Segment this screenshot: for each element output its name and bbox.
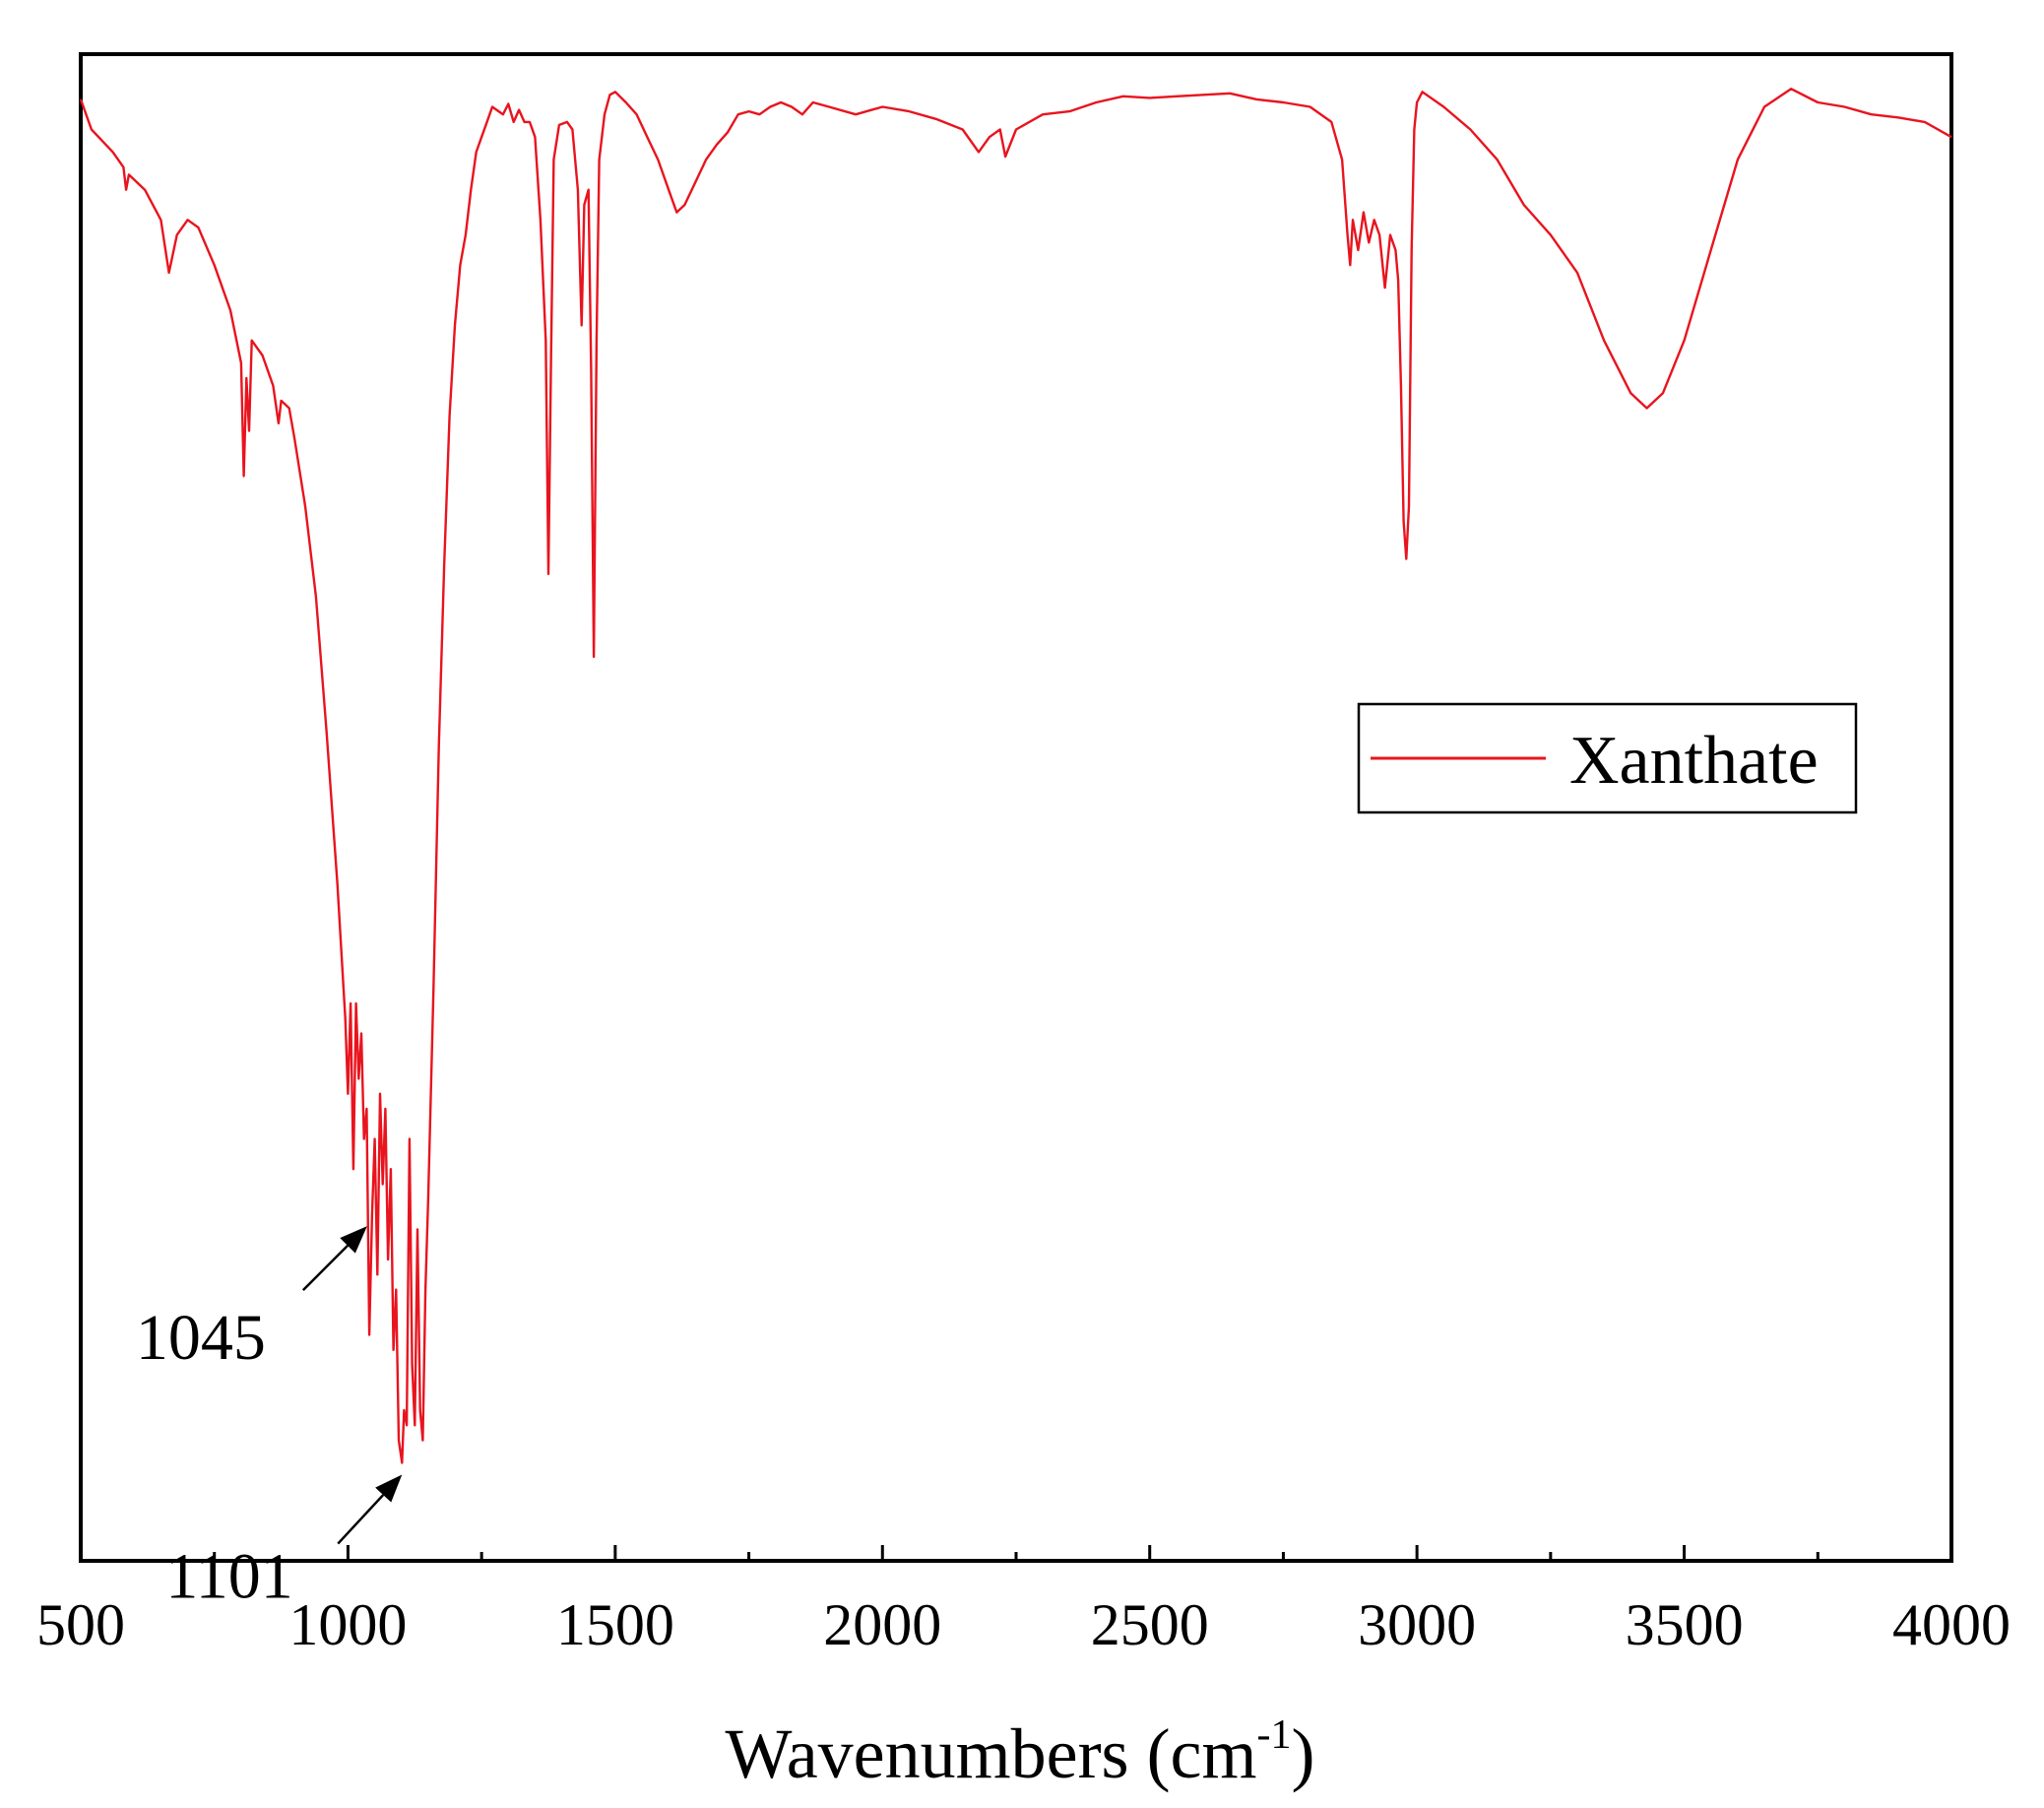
x-tick-label: 3000 <box>1358 1592 1476 1657</box>
series-layer <box>79 88 1952 1464</box>
annotation-label-1101: 1101 <box>165 1541 293 1613</box>
legend: Xanthate <box>1357 702 1858 814</box>
x-tick-label: 2500 <box>1091 1592 1209 1657</box>
x-tick-label: 500 <box>36 1592 125 1657</box>
annotation-arrow-1045 <box>301 1245 349 1291</box>
x-tick-label: 2000 <box>823 1592 941 1657</box>
series-line-xanthate <box>79 88 1952 1464</box>
x-axis-tick-labels: 500 1000 1500 2000 2500 3000 3500 4000 <box>36 1592 2011 1657</box>
x-tick-label: 1500 <box>556 1592 674 1657</box>
annotation-arrowhead-1045 <box>340 1226 367 1254</box>
x-axis-title-suffix: ) <box>1292 1714 1315 1793</box>
x-tick-label: 4000 <box>1892 1592 2011 1657</box>
x-axis-title-text: Wavenumbers (cm <box>726 1714 1257 1793</box>
x-axis-title: Wavenumbers (cm-1) <box>726 1712 1315 1793</box>
annotation-label-1045: 1045 <box>136 1302 266 1374</box>
x-axis-title-superscript: -1 <box>1257 1712 1292 1758</box>
annotations: 1045 1101 <box>136 1226 403 1613</box>
x-tick-label: 3500 <box>1626 1592 1744 1657</box>
legend-label-xanthate: Xanthate <box>1569 723 1819 799</box>
annotation-arrow-1101 <box>337 1494 385 1545</box>
x-axis-ticks <box>79 1545 1953 1561</box>
annotation-arrowhead-1101 <box>375 1474 403 1503</box>
x-tick-label: 1000 <box>288 1592 407 1657</box>
